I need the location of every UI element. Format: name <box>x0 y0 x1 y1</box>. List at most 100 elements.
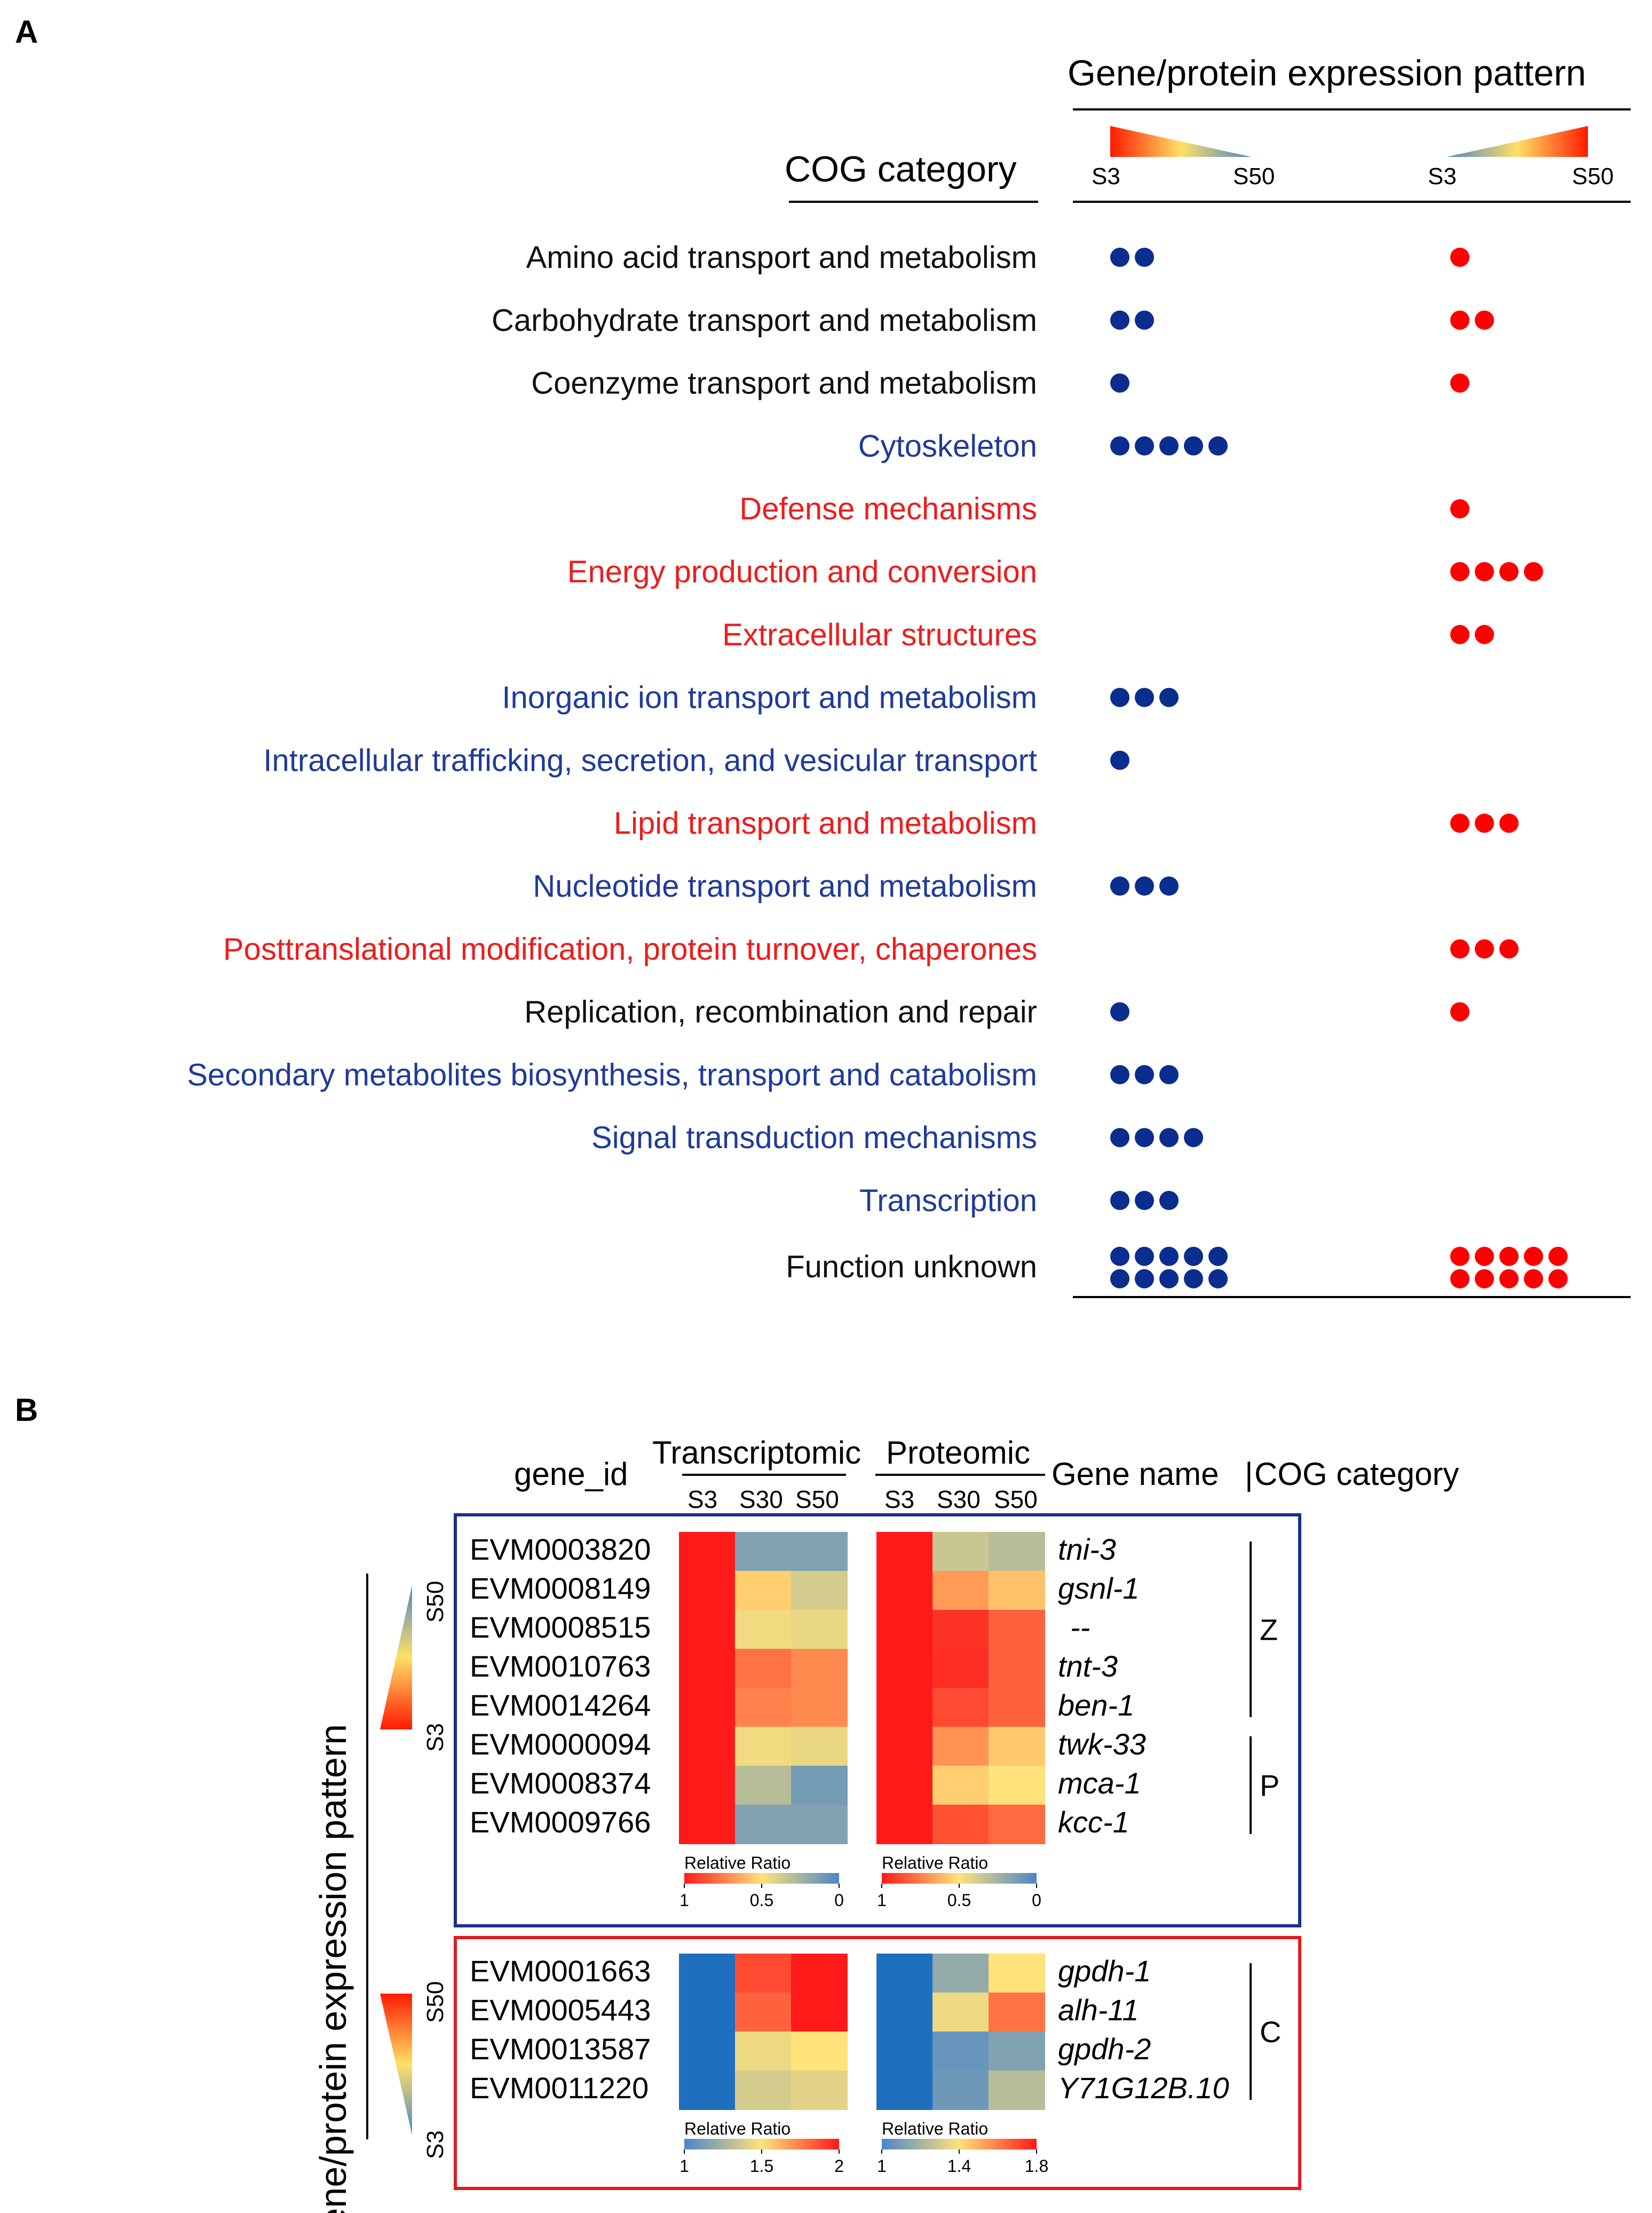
decreasing-dot <box>1135 687 1154 707</box>
group-top-box <box>454 1513 1301 1927</box>
cog-row-label: Defense mechanisms <box>739 492 1037 526</box>
proteomic-cell <box>989 1610 1045 1649</box>
transcriptomic-cell <box>679 1954 736 1993</box>
proteomic-legend-tick-label: 0 <box>1032 1891 1041 1910</box>
decreasing-dot <box>1184 436 1203 456</box>
increasing-dot <box>1450 625 1469 644</box>
stage-label-trans-s30: S30 <box>739 1485 783 1513</box>
cog-row-label: Transcription <box>859 1183 1037 1218</box>
transcriptomic-cell <box>791 2032 848 2071</box>
increasing-dot <box>1475 310 1494 330</box>
decreasing-dot <box>1159 1065 1179 1085</box>
transcriptomic-cell <box>735 1688 792 1727</box>
cog-row-label: Lipid transport and metabolism <box>614 806 1037 841</box>
increasing-dot <box>1524 562 1543 581</box>
cog-row-label: Nucleotide transport and metabolism <box>533 869 1037 904</box>
proteomic-cell <box>876 2070 933 2110</box>
cog-row-label: Inorganic ion transport and metabolism <box>502 681 1037 715</box>
gene-name: gpdh-2 <box>1058 2032 1151 2066</box>
proteomic-cell <box>876 1688 933 1727</box>
proteomic-cell <box>932 1766 989 1805</box>
proteomic-cell <box>876 1954 933 1993</box>
transcriptomic-cell <box>679 2070 736 2110</box>
cog-row-label: Carbohydrate transport and metabolism <box>492 303 1037 338</box>
decreasing-dot <box>1110 248 1129 267</box>
gene-name: tni-3 <box>1058 1532 1116 1566</box>
decreasing-dot <box>1208 1269 1228 1289</box>
proteomic-cell <box>932 1993 989 2032</box>
gene-id: EVM0005443 <box>470 1993 651 2027</box>
transcriptomic-cell <box>679 1649 736 1688</box>
proteomic-cell <box>932 1805 989 1844</box>
stage-label-prot-s30: S30 <box>937 1485 981 1513</box>
panel-a-header: Gene/protein expression pattern <box>1068 53 1586 93</box>
proteomic-cell <box>989 1766 1045 1805</box>
proteomic-cell <box>989 1571 1045 1610</box>
proteomic-cell <box>932 1649 989 1688</box>
proteomic-cell <box>876 1727 933 1766</box>
gene-name: tnt-3 <box>1058 1649 1118 1683</box>
proteomic-cell <box>989 1954 1045 1993</box>
increasing-dot <box>1475 1269 1494 1289</box>
proteomic-legend-title: Relative Ratio <box>882 2119 988 2138</box>
decreasing-dot <box>1110 1246 1129 1266</box>
proteomic-cell <box>989 2032 1045 2071</box>
gene-id: EVM0003820 <box>470 1532 651 1566</box>
decreasing-dot <box>1135 1128 1154 1148</box>
proteomic-cell <box>932 1727 989 1766</box>
increasing-dot <box>1499 813 1519 833</box>
header-gene-name: Gene name <box>1052 1456 1219 1492</box>
transcriptomic-cell <box>679 1571 736 1610</box>
cog-row-label: Function unknown <box>786 1250 1037 1284</box>
header-cog-category: COG category <box>1254 1456 1459 1492</box>
cog-row-label: Replication, recombination and repair <box>524 995 1037 1030</box>
increasing-dot <box>1475 562 1494 581</box>
transcriptomic-cell <box>679 2032 736 2071</box>
proteomic-cell <box>932 1610 989 1649</box>
proteomic-cell <box>932 1688 989 1727</box>
transcriptomic-cell <box>791 1571 848 1610</box>
increasing-dot <box>1548 1269 1568 1289</box>
side-wedge-top-label-s3: S3 <box>422 1723 448 1752</box>
side-wedge-bottom-label-s3: S3 <box>422 2130 448 2159</box>
increasing-dot <box>1450 373 1469 393</box>
decreasing-dot <box>1135 310 1154 330</box>
increasing-dot <box>1450 562 1469 581</box>
decreasing-dot <box>1159 1128 1179 1148</box>
proteomic-cell <box>989 1993 1045 2032</box>
proteomic-cell <box>989 1805 1045 1844</box>
transcriptomic-cell <box>735 1610 792 1649</box>
increasing-dot <box>1499 562 1519 581</box>
proteomic-cell <box>932 2032 989 2071</box>
gene-name: alh-11 <box>1058 1993 1139 2027</box>
increasing-dot <box>1450 1002 1469 1022</box>
decreasing-dot <box>1110 750 1129 770</box>
proteomic-legend-tick-label: 1 <box>877 1891 887 1910</box>
increasing-dot <box>1450 1246 1469 1266</box>
decreasing-dot <box>1184 1128 1203 1148</box>
transcriptomic-legend-title: Relative Ratio <box>684 2119 791 2138</box>
grad-left-to: S50 <box>1233 163 1275 189</box>
cog-rows: Amino acid transport and metabolism Carbo… <box>187 240 1568 1289</box>
transcriptomic-legend-tick-label: 2 <box>834 2156 844 2176</box>
increasing-dot <box>1450 1269 1469 1289</box>
proteomic-legend-tick-label: 1.8 <box>1025 2156 1048 2176</box>
transcriptomic-cell <box>735 1993 792 2032</box>
proteomic-cell <box>876 2032 933 2071</box>
transcriptomic-legend-tick-label: 0.5 <box>750 1891 773 1910</box>
proteomic-cell <box>932 1954 989 1993</box>
gene-name: mca-1 <box>1058 1766 1141 1800</box>
transcriptomic-cell <box>735 1727 792 1766</box>
increasing-dot <box>1524 1269 1543 1289</box>
group-top: EVM0003820 tni-3 EVM0008149 gsnl-1 EVM000851… <box>470 1532 1279 1910</box>
proteomic-cell <box>932 2070 989 2110</box>
gene-id: EVM0014264 <box>470 1688 651 1722</box>
decreasing-dot <box>1184 1246 1203 1266</box>
side-wedge-bottom <box>380 1994 412 2135</box>
proteomic-cell <box>876 1766 933 1805</box>
decreasing-dot <box>1159 1269 1179 1289</box>
transcriptomic-cell <box>679 1610 736 1649</box>
decreasing-dot <box>1159 876 1179 896</box>
increasing-dot <box>1499 1246 1519 1266</box>
